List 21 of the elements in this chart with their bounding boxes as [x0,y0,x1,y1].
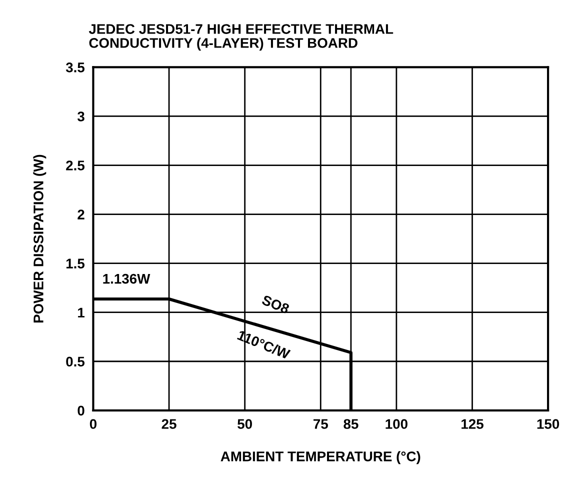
x-tick-label: 75 [314,419,328,429]
y-tick-label: 0 [78,406,84,416]
y-axis-title: POWER DISSIPATION (W) [33,154,46,322]
x-tick-label: 150 [537,419,560,429]
x-tick-label: 0 [90,419,97,429]
x-tick-label: 25 [162,419,176,429]
x-tick-label: 100 [386,419,408,429]
x-tick-label: 85 [344,419,358,429]
y-tick-label: 2 [78,210,84,220]
x-axis-title: AMBIENT TEMPERATURE (°C) [220,451,420,464]
y-tick-label: 2.5 [66,160,85,170]
x-tick-label: 50 [238,419,252,429]
y-tick-label: 1.5 [66,258,85,268]
y-tick-label: 3 [77,112,84,122]
y-tick-label: 3.5 [66,62,85,72]
y-tick-label: 1 [78,308,85,318]
annotation: SO8 [261,294,290,314]
chart-title: JEDEC JESD51-7 HIGH EFFECTIVE THERMAL CONDUCTIVITY (4-LAYER) TEST BOARD [88,24,394,51]
x-tick-label: 125 [462,419,484,429]
y-tick-label: 0.5 [66,356,85,367]
annotation: 1.136W [103,274,150,284]
